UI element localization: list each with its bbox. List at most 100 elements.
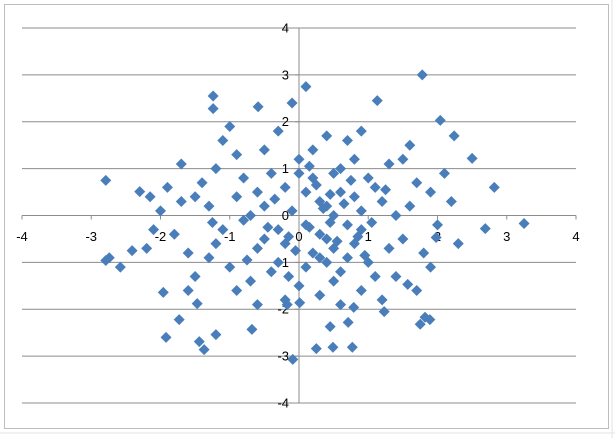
point [452, 238, 464, 250]
point [265, 266, 277, 278]
point [438, 167, 450, 179]
chart-area [4, 4, 609, 429]
point [371, 95, 383, 107]
point [445, 195, 457, 207]
point [100, 174, 112, 186]
y-tick-label: -2 [277, 302, 289, 317]
point [307, 144, 319, 156]
point [241, 254, 253, 266]
point [321, 233, 333, 245]
point [155, 205, 166, 217]
point [279, 181, 291, 193]
point [466, 152, 478, 164]
point [341, 135, 353, 146]
point [258, 200, 270, 212]
point [189, 191, 201, 203]
point [310, 343, 322, 355]
point [324, 321, 336, 333]
point [331, 235, 343, 247]
point [314, 228, 326, 240]
point [324, 217, 336, 229]
point [328, 275, 340, 287]
point [376, 294, 388, 306]
point [314, 252, 326, 264]
point [293, 153, 305, 165]
point [144, 191, 156, 203]
point [397, 153, 409, 165]
point [182, 285, 194, 296]
point [345, 174, 357, 186]
point [293, 167, 305, 179]
point [310, 179, 322, 191]
point [238, 214, 250, 226]
point [418, 247, 430, 259]
point [369, 270, 381, 282]
point [378, 306, 390, 318]
point [355, 125, 367, 137]
point [272, 125, 284, 137]
point [283, 231, 295, 243]
point [245, 275, 257, 287]
point [251, 242, 263, 254]
x-tick-label: -2 [155, 229, 167, 244]
point [224, 261, 236, 273]
point [258, 233, 270, 245]
point [279, 294, 291, 306]
point [269, 193, 281, 205]
point [217, 224, 229, 236]
x-tick-label: -4 [16, 229, 28, 244]
point [294, 297, 306, 309]
point [411, 177, 423, 189]
y-tick-label: 3 [282, 67, 289, 82]
point [193, 336, 205, 348]
point [314, 289, 326, 301]
point [518, 217, 530, 229]
point [286, 205, 298, 217]
point [342, 316, 354, 328]
point [383, 158, 395, 170]
point [411, 285, 423, 296]
point [175, 158, 187, 170]
point [335, 186, 347, 198]
point [231, 285, 243, 296]
point [126, 245, 138, 257]
point [414, 318, 426, 330]
point [404, 139, 416, 151]
point [224, 120, 236, 132]
point [231, 191, 243, 203]
point [425, 186, 437, 198]
point [100, 255, 112, 266]
point [324, 188, 336, 200]
y-tick-label: -4 [277, 395, 289, 410]
point [210, 163, 222, 175]
point [352, 231, 364, 243]
point [148, 224, 160, 236]
point [175, 195, 187, 207]
point [359, 249, 371, 261]
point [141, 242, 153, 254]
y-tick-label: 4 [282, 20, 289, 35]
point [203, 200, 215, 212]
point [317, 202, 329, 214]
point [488, 181, 500, 193]
point [290, 245, 302, 257]
point [173, 314, 185, 326]
point [300, 261, 312, 273]
point [321, 130, 333, 142]
point [300, 81, 312, 93]
x-tick-label: 3 [503, 229, 510, 244]
point [286, 97, 298, 109]
point [338, 198, 350, 210]
point [251, 186, 263, 198]
point [335, 266, 347, 278]
point [168, 228, 180, 240]
point [191, 298, 203, 310]
point [300, 186, 312, 198]
point [430, 232, 442, 244]
point [376, 195, 388, 207]
point [283, 270, 295, 282]
point [355, 285, 367, 296]
point [448, 130, 460, 142]
y-tick-label: 0 [282, 208, 289, 223]
